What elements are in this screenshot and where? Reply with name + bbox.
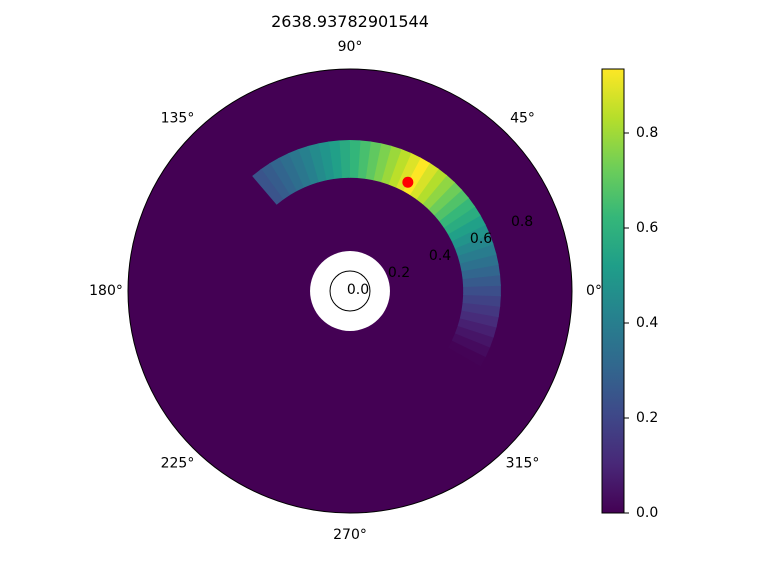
heat-cell bbox=[461, 263, 501, 280]
colorbar-ticks: 0.0 0.2 0.4 0.6 0.8 bbox=[624, 125, 658, 521]
heat-cell bbox=[438, 197, 476, 228]
heat-cell bbox=[380, 145, 402, 185]
theta-tick-label: 315° bbox=[506, 456, 540, 472]
heat-cell bbox=[457, 317, 497, 338]
heat-cell bbox=[287, 149, 312, 188]
heat-cell bbox=[462, 294, 501, 307]
colorbar-tick-label: 0.4 bbox=[636, 315, 658, 331]
heat-cell bbox=[422, 174, 455, 210]
theta-tick-label: 225° bbox=[161, 456, 195, 472]
chart-title: 2638.93782901544 bbox=[271, 12, 429, 31]
heat-cell bbox=[459, 309, 499, 328]
heat-cell bbox=[454, 325, 494, 348]
heat-cell bbox=[297, 145, 319, 185]
colorbar-bar bbox=[601, 68, 625, 514]
theta-tick-label: 45° bbox=[510, 110, 535, 126]
colorbar-tick-label: 0.6 bbox=[636, 220, 658, 236]
polar-outline bbox=[127, 68, 573, 514]
colorbar-tick-label: 0.2 bbox=[636, 410, 658, 426]
heat-cell bbox=[395, 152, 421, 192]
r-tick-label: 0.8 bbox=[511, 214, 533, 230]
marker-point bbox=[402, 176, 414, 188]
theta-tick-label: 270° bbox=[333, 527, 367, 543]
heat-cell bbox=[451, 223, 490, 249]
heat-cell bbox=[307, 143, 327, 183]
theta-tick-label: 90° bbox=[338, 39, 363, 55]
heat-cell bbox=[317, 141, 335, 181]
polar-axes: 0°45°90°135°180°225°270°315° 0.00.20.40.… bbox=[89, 39, 602, 543]
heat-cell bbox=[448, 339, 487, 367]
r-tick-label: 0.0 bbox=[347, 282, 369, 298]
heat-cell bbox=[451, 332, 491, 358]
heat-cell bbox=[433, 189, 469, 222]
heat-cell bbox=[260, 162, 291, 200]
heat-cell bbox=[269, 157, 297, 196]
heat-cell bbox=[459, 253, 499, 272]
theta-tick-label: 0° bbox=[586, 283, 602, 299]
heat-cell bbox=[252, 168, 284, 205]
theta-tick-labels: 0° 45° 90° 135° 180° 225° 270° 315° bbox=[89, 39, 602, 543]
heat-cell bbox=[428, 181, 463, 216]
heat-cell bbox=[415, 168, 448, 205]
heat-cell bbox=[387, 148, 412, 188]
inner-hole-fill bbox=[310, 251, 390, 331]
heat-cell bbox=[461, 302, 501, 318]
heat-cell bbox=[463, 284, 501, 297]
marker-layer bbox=[402, 176, 414, 188]
theta-tick-label: 135° bbox=[161, 110, 195, 126]
heat-cell bbox=[357, 140, 372, 179]
heat-cell bbox=[372, 143, 392, 183]
inner-hole bbox=[310, 251, 390, 331]
heat-cell bbox=[457, 243, 497, 264]
theta-tick-label: 180° bbox=[89, 283, 123, 299]
heat-cell bbox=[447, 214, 486, 242]
colorbar-tick-label: 0.0 bbox=[636, 505, 658, 521]
r-tick-label: 0.6 bbox=[470, 231, 492, 247]
heat-cell bbox=[348, 140, 361, 179]
colorbar-tick-label: 0.8 bbox=[636, 125, 658, 141]
heat-cell bbox=[443, 205, 481, 235]
r-tick-label: 0.2 bbox=[388, 265, 410, 281]
r-tick-labels: 0.0 0.2 0.4 0.6 0.8 bbox=[347, 214, 533, 298]
heat-cell bbox=[327, 140, 343, 179]
inner-circle bbox=[329, 270, 371, 312]
heat-cell bbox=[454, 233, 494, 257]
r-tick-label: 0.4 bbox=[429, 248, 451, 264]
heat-cell bbox=[278, 153, 304, 192]
heat-cell bbox=[409, 162, 439, 200]
colorbar: 0.0 0.2 0.4 0.6 0.8 bbox=[601, 68, 658, 521]
